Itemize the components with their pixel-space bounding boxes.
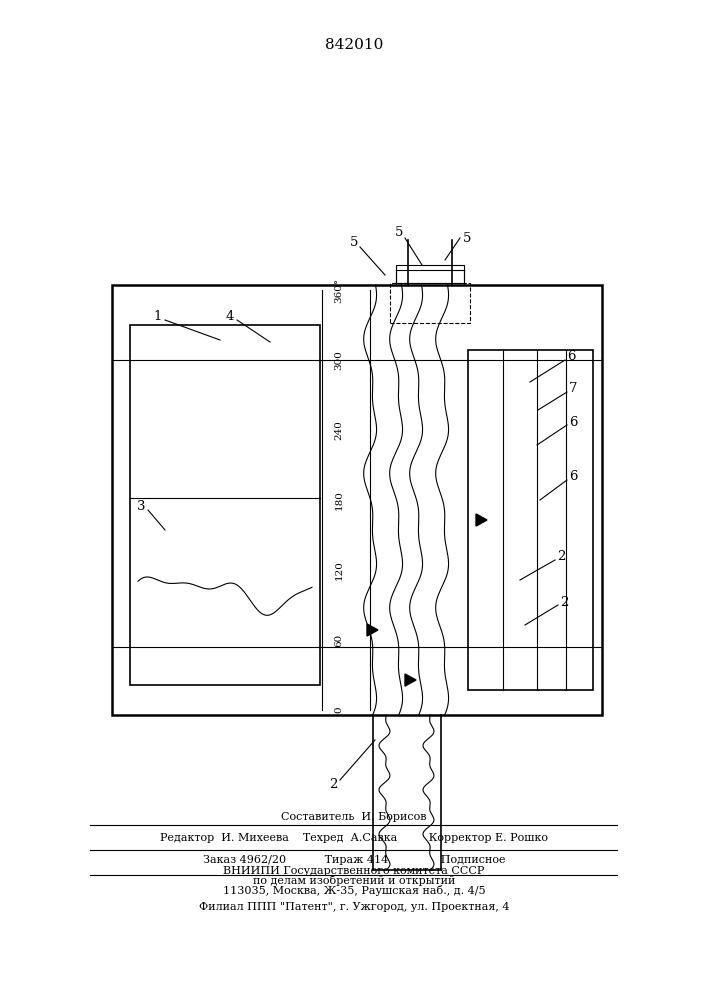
- Bar: [112, 285, 602, 715]
- Text: 60: 60: [334, 633, 344, 647]
- Text: Составитель  И. Борисов: Составитель И. Борисов: [281, 812, 427, 822]
- Text: 3: 3: [136, 499, 145, 512]
- Text: 5: 5: [350, 235, 358, 248]
- Text: 2: 2: [560, 595, 568, 608]
- Text: 360°: 360°: [334, 277, 344, 303]
- Text: 5: 5: [463, 232, 471, 244]
- Bar: [390, 283, 470, 323]
- Text: 240: 240: [334, 420, 344, 440]
- Text: 5: 5: [395, 227, 403, 239]
- Bar: [130, 325, 320, 685]
- Text: 4: 4: [226, 310, 234, 324]
- Text: 2: 2: [557, 550, 565, 564]
- Bar: [468, 350, 593, 690]
- Text: 2: 2: [329, 778, 337, 790]
- Text: ВНИИПИ Государственного комитета СССР: ВНИИПИ Государственного комитета СССР: [223, 866, 485, 876]
- Text: Филиал ППП "Патент", г. Ужгород, ул. Проектная, 4: Филиал ППП "Патент", г. Ужгород, ул. Про…: [199, 902, 509, 912]
- Text: 120: 120: [334, 560, 344, 580]
- Polygon shape: [476, 514, 487, 526]
- Text: 842010: 842010: [325, 38, 383, 52]
- Text: Редактор  И. Михеева    Техред  А.Савка         Корректор Е. Рошко: Редактор И. Михеева Техред А.Савка Корре…: [160, 833, 548, 843]
- Text: 180: 180: [334, 490, 344, 510]
- Text: 1: 1: [154, 310, 162, 324]
- Text: по делам изобретений и открытий: по делам изобретений и открытий: [253, 876, 455, 886]
- Polygon shape: [405, 674, 416, 686]
- Text: 113035, Москва, Ж-35, Раушская наб., д. 4/5: 113035, Москва, Ж-35, Раушская наб., д. …: [223, 886, 485, 896]
- Bar: [396, 265, 464, 283]
- Text: 0: 0: [334, 707, 344, 713]
- Text: Заказ 4962/20           Тираж 414               Подписное: Заказ 4962/20 Тираж 414 Подписное: [203, 855, 506, 865]
- Text: 6: 6: [568, 471, 577, 484]
- Text: 6: 6: [567, 351, 575, 363]
- Text: 7: 7: [568, 382, 577, 395]
- Polygon shape: [367, 624, 378, 636]
- Text: 6: 6: [568, 416, 577, 428]
- Text: 300: 300: [334, 350, 344, 370]
